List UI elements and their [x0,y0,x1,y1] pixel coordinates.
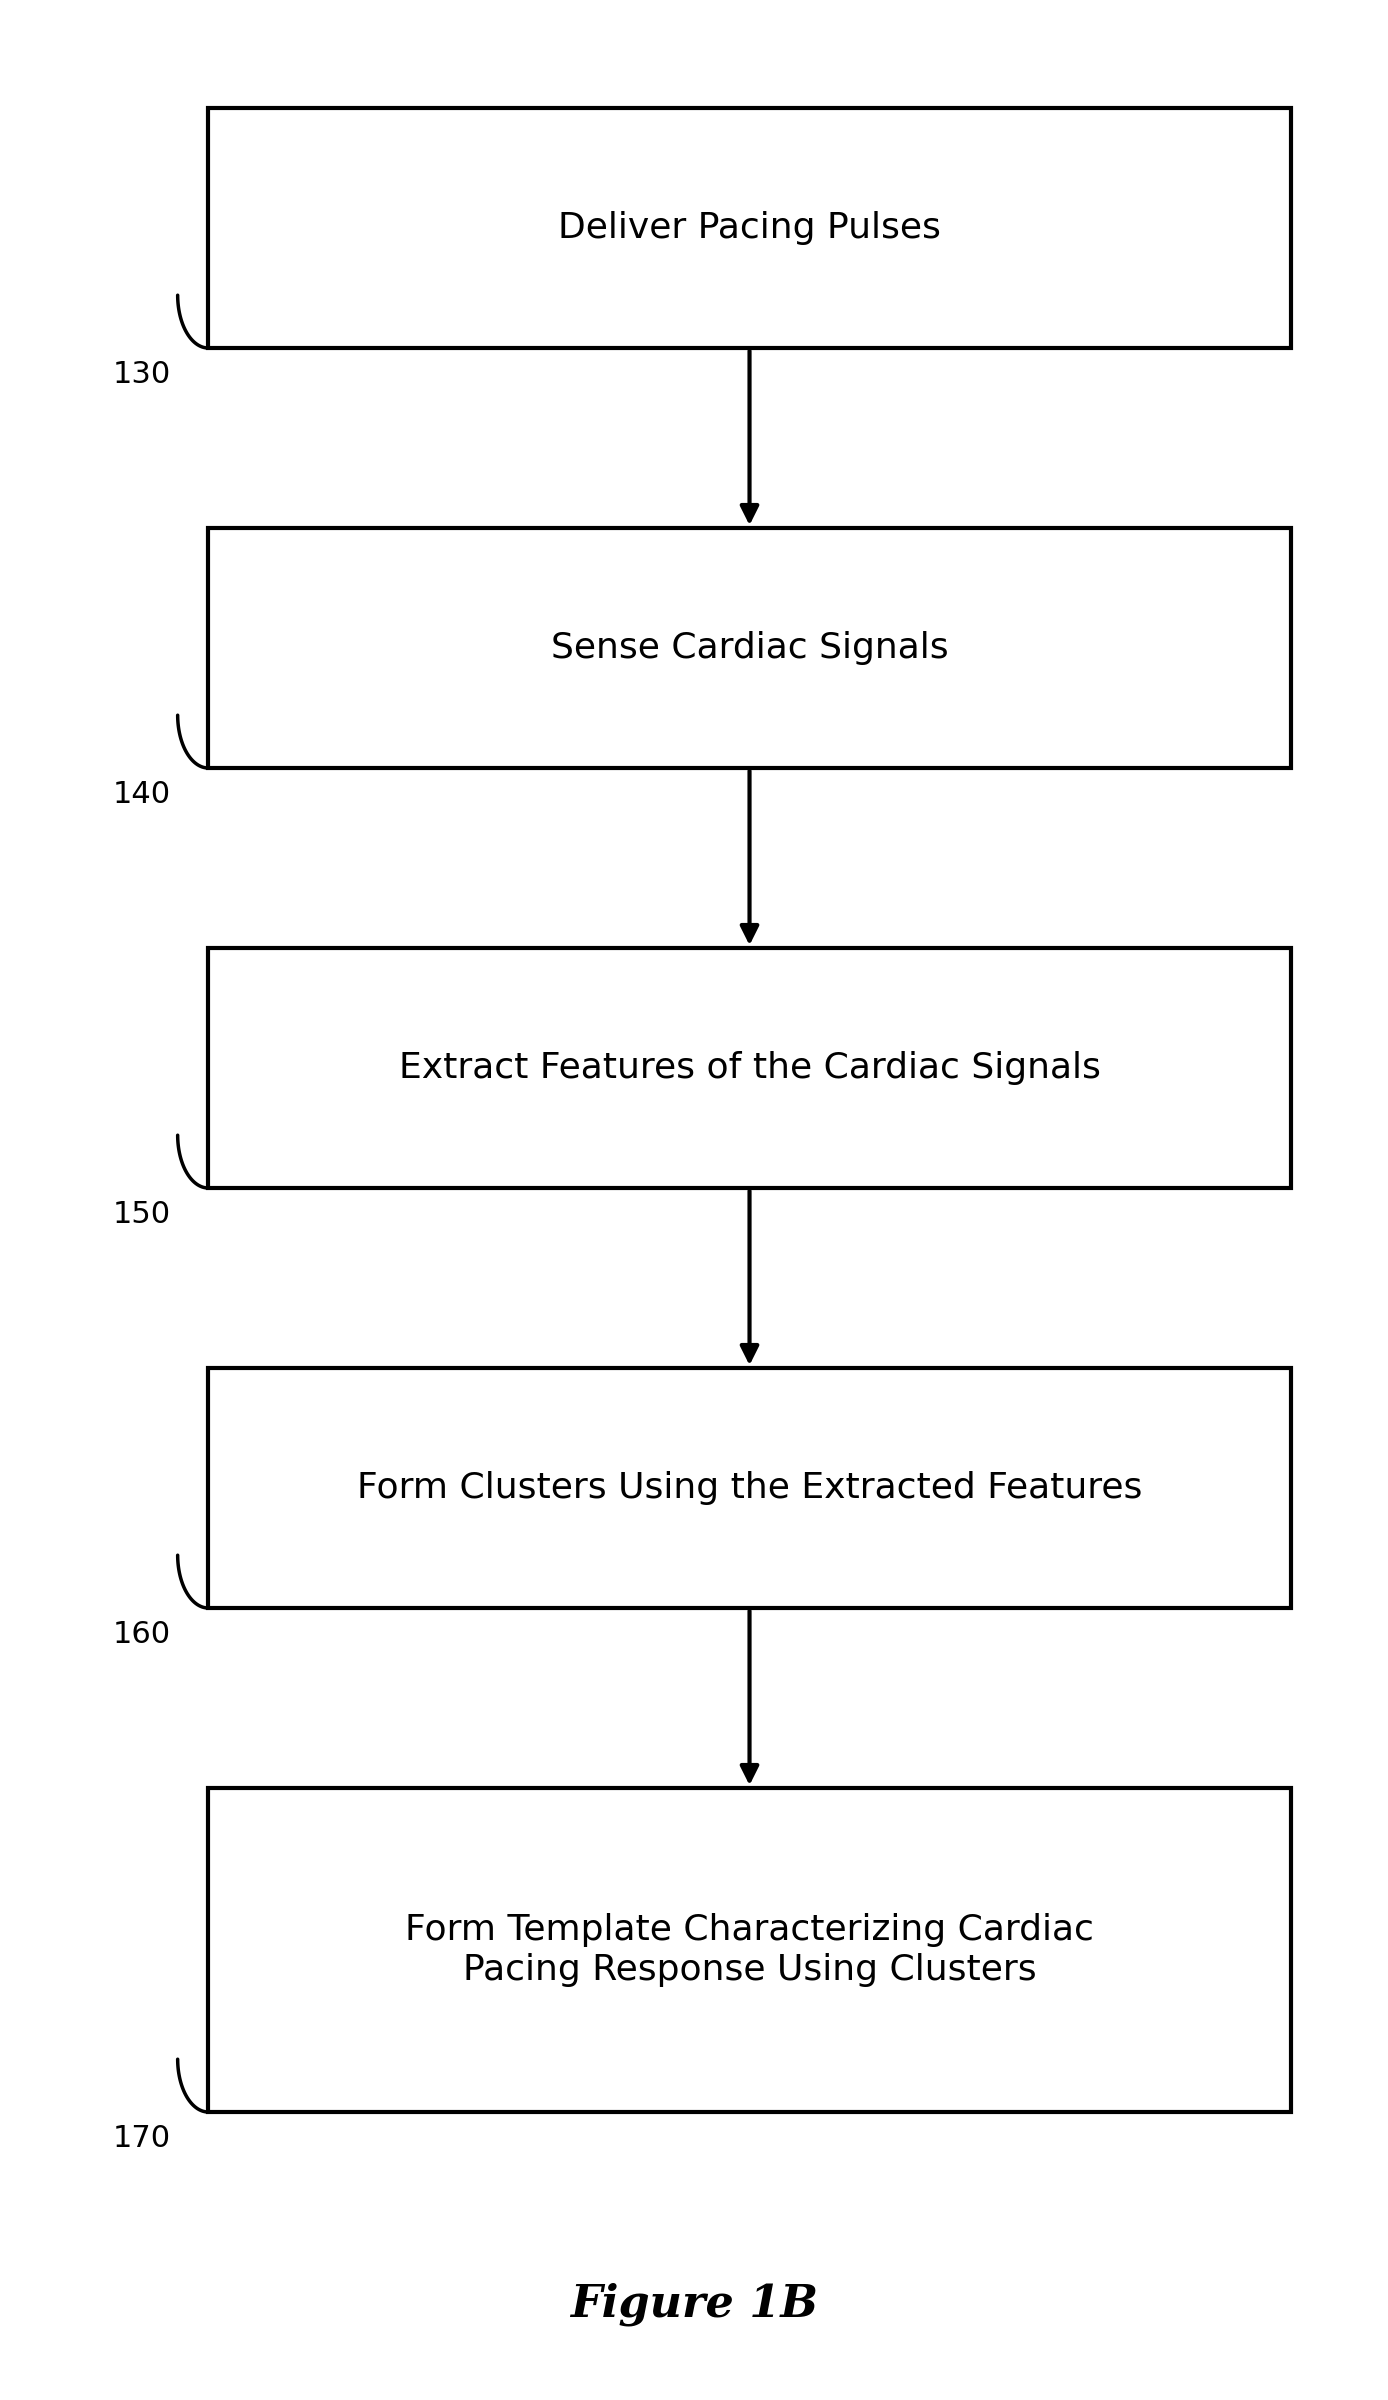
FancyBboxPatch shape [208,108,1291,348]
Text: Deliver Pacing Pulses: Deliver Pacing Pulses [558,211,941,245]
FancyBboxPatch shape [208,1368,1291,1608]
Text: 170: 170 [112,2124,171,2153]
Text: Form Template Characterizing Cardiac
Pacing Response Using Clusters: Form Template Characterizing Cardiac Pac… [405,1913,1094,1987]
FancyBboxPatch shape [208,1788,1291,2112]
Text: Figure 1B: Figure 1B [570,2282,818,2326]
Text: Sense Cardiac Signals: Sense Cardiac Signals [551,631,948,665]
Text: 130: 130 [112,360,171,389]
Text: 150: 150 [112,1200,171,1229]
Text: Extract Features of the Cardiac Signals: Extract Features of the Cardiac Signals [398,1051,1101,1085]
Text: 140: 140 [112,780,171,809]
FancyBboxPatch shape [208,948,1291,1188]
Text: Form Clusters Using the Extracted Features: Form Clusters Using the Extracted Featur… [357,1471,1142,1505]
FancyBboxPatch shape [208,528,1291,768]
Text: 160: 160 [112,1620,171,1649]
